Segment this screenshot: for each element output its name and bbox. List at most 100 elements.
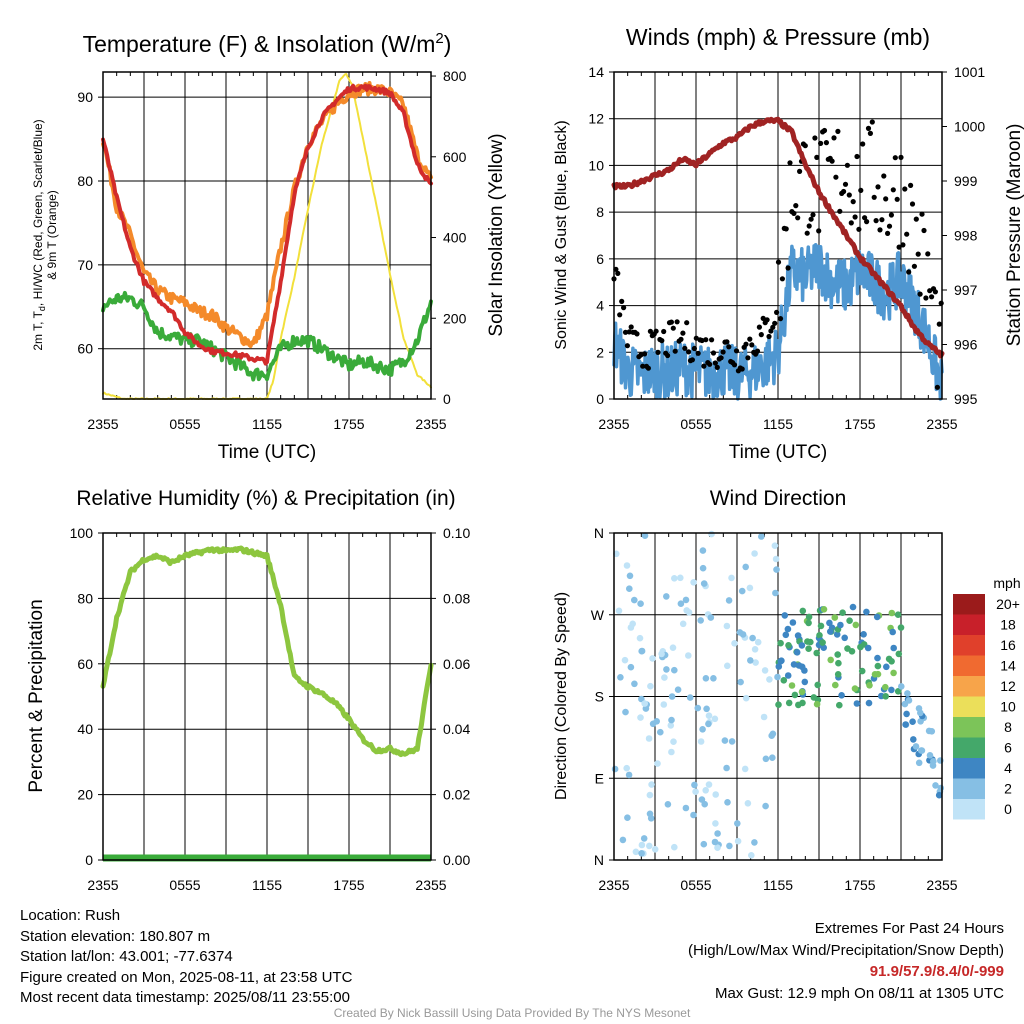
direction-dot (813, 649, 820, 657)
gust-dot (619, 298, 625, 304)
y2-tick-label: 996 (954, 337, 978, 353)
direction-dot (838, 692, 845, 699)
gust-dot (726, 344, 732, 350)
direction-dot (784, 625, 792, 633)
direction-dot (889, 628, 896, 636)
gust-dot (745, 355, 751, 361)
recent-text: Most recent data timestamp: 2025/08/11 2… (20, 989, 350, 1006)
direction-dot (638, 850, 645, 857)
direction-dot (826, 619, 833, 627)
direction-dot (705, 712, 713, 719)
x-tick-label: 1155 (252, 416, 282, 432)
y-tick-label: 4 (596, 298, 604, 314)
direction-dot (758, 533, 765, 540)
direction-dot (714, 844, 721, 851)
gust-dot (900, 242, 906, 248)
direction-dot (894, 688, 902, 695)
direction-dot (657, 728, 664, 736)
y2-tick-label: 1001 (954, 64, 985, 80)
gust-dot (665, 352, 671, 359)
direction-dot (834, 671, 842, 678)
dewpoint-line (101, 290, 433, 382)
station-info: Location: Rush Station elevation: 180.80… (20, 906, 352, 1009)
direction-dot (647, 682, 654, 690)
direction-dot (668, 716, 675, 724)
direction-dot (883, 663, 890, 671)
direction-dot (772, 589, 779, 597)
direction-dot (619, 836, 627, 844)
direction-dot (785, 699, 793, 707)
direction-dot (685, 652, 692, 659)
direction-dot (772, 555, 780, 563)
direction-dot (694, 704, 702, 712)
direction-dot (775, 663, 783, 670)
gust-dot (795, 215, 801, 221)
direction-dot (791, 691, 799, 699)
gust-dot (707, 361, 713, 367)
gust-dot (617, 312, 623, 318)
legend-swatch (953, 799, 985, 820)
elevation-text: Station elevation: 180.807 m (20, 927, 211, 945)
direction-dot (699, 564, 707, 572)
location-text: Location: Rush (20, 907, 121, 924)
direction-dot (751, 839, 758, 846)
plot-border (613, 532, 943, 861)
gust-dot (904, 231, 910, 237)
gust-dot (881, 173, 887, 179)
gust-dot (684, 320, 690, 326)
direction-dot (746, 584, 754, 592)
direction-dot (769, 730, 777, 738)
legend-label: 4 (1004, 760, 1012, 776)
direction-dot (798, 688, 806, 696)
legend-swatch (953, 614, 985, 635)
gust-dot (655, 349, 661, 355)
max-gust-text: Max Gust: 12.9 mph On 08/11 at 1305 UTC (714, 984, 1004, 1002)
direction-dot (649, 720, 657, 728)
direction-dot (637, 600, 644, 607)
title-end: ) (444, 31, 452, 57)
gust-dot (672, 348, 678, 354)
direction-dot (674, 686, 682, 693)
direction-dot (898, 683, 905, 690)
y-tick-label: 8 (596, 204, 604, 220)
direction-dot (784, 672, 792, 679)
direction-dot (864, 644, 872, 652)
direction-dot (642, 705, 650, 712)
direction-dot (873, 613, 881, 621)
direction-dot (834, 651, 841, 658)
gust-dot (720, 349, 726, 355)
legend-label: 2 (1004, 781, 1012, 797)
y2-tick-label: 0.08 (443, 590, 470, 606)
direction-dot (646, 842, 653, 850)
chart-title: Relative Humidity (%) & Precipitation (i… (76, 487, 455, 510)
direction-dot (671, 575, 678, 582)
direction-dot (789, 619, 797, 626)
direction-dot (798, 642, 806, 649)
gust-dot (898, 154, 904, 160)
legend-swatch (953, 676, 985, 697)
y-tick-label: W (591, 607, 605, 623)
direction-dot (853, 700, 861, 707)
gust-dot (913, 216, 919, 222)
direction-dot (728, 574, 735, 582)
gust-dot (837, 208, 843, 214)
direction-dot (734, 820, 741, 827)
y-tick-label: 10 (588, 157, 604, 173)
gust-dot (821, 127, 828, 134)
created-text: Figure created on Mon, 2025-08-11, at 23… (20, 968, 353, 986)
direction-dot (747, 657, 754, 664)
direction-dot (831, 614, 839, 621)
legend-label: 0 (1004, 801, 1012, 817)
gust-dot (791, 210, 797, 216)
x-tick-label: 1155 (763, 877, 793, 893)
gust-dot (831, 135, 837, 141)
gust-dot (842, 181, 849, 187)
direction-dot (679, 620, 687, 628)
direction-dot (781, 612, 789, 619)
direction-dot (728, 738, 736, 745)
direction-dot (744, 800, 752, 807)
direction-dot (691, 781, 698, 789)
direction-dot (710, 675, 717, 682)
y-tick-label: 60 (77, 656, 93, 672)
direction-dot (700, 580, 708, 587)
